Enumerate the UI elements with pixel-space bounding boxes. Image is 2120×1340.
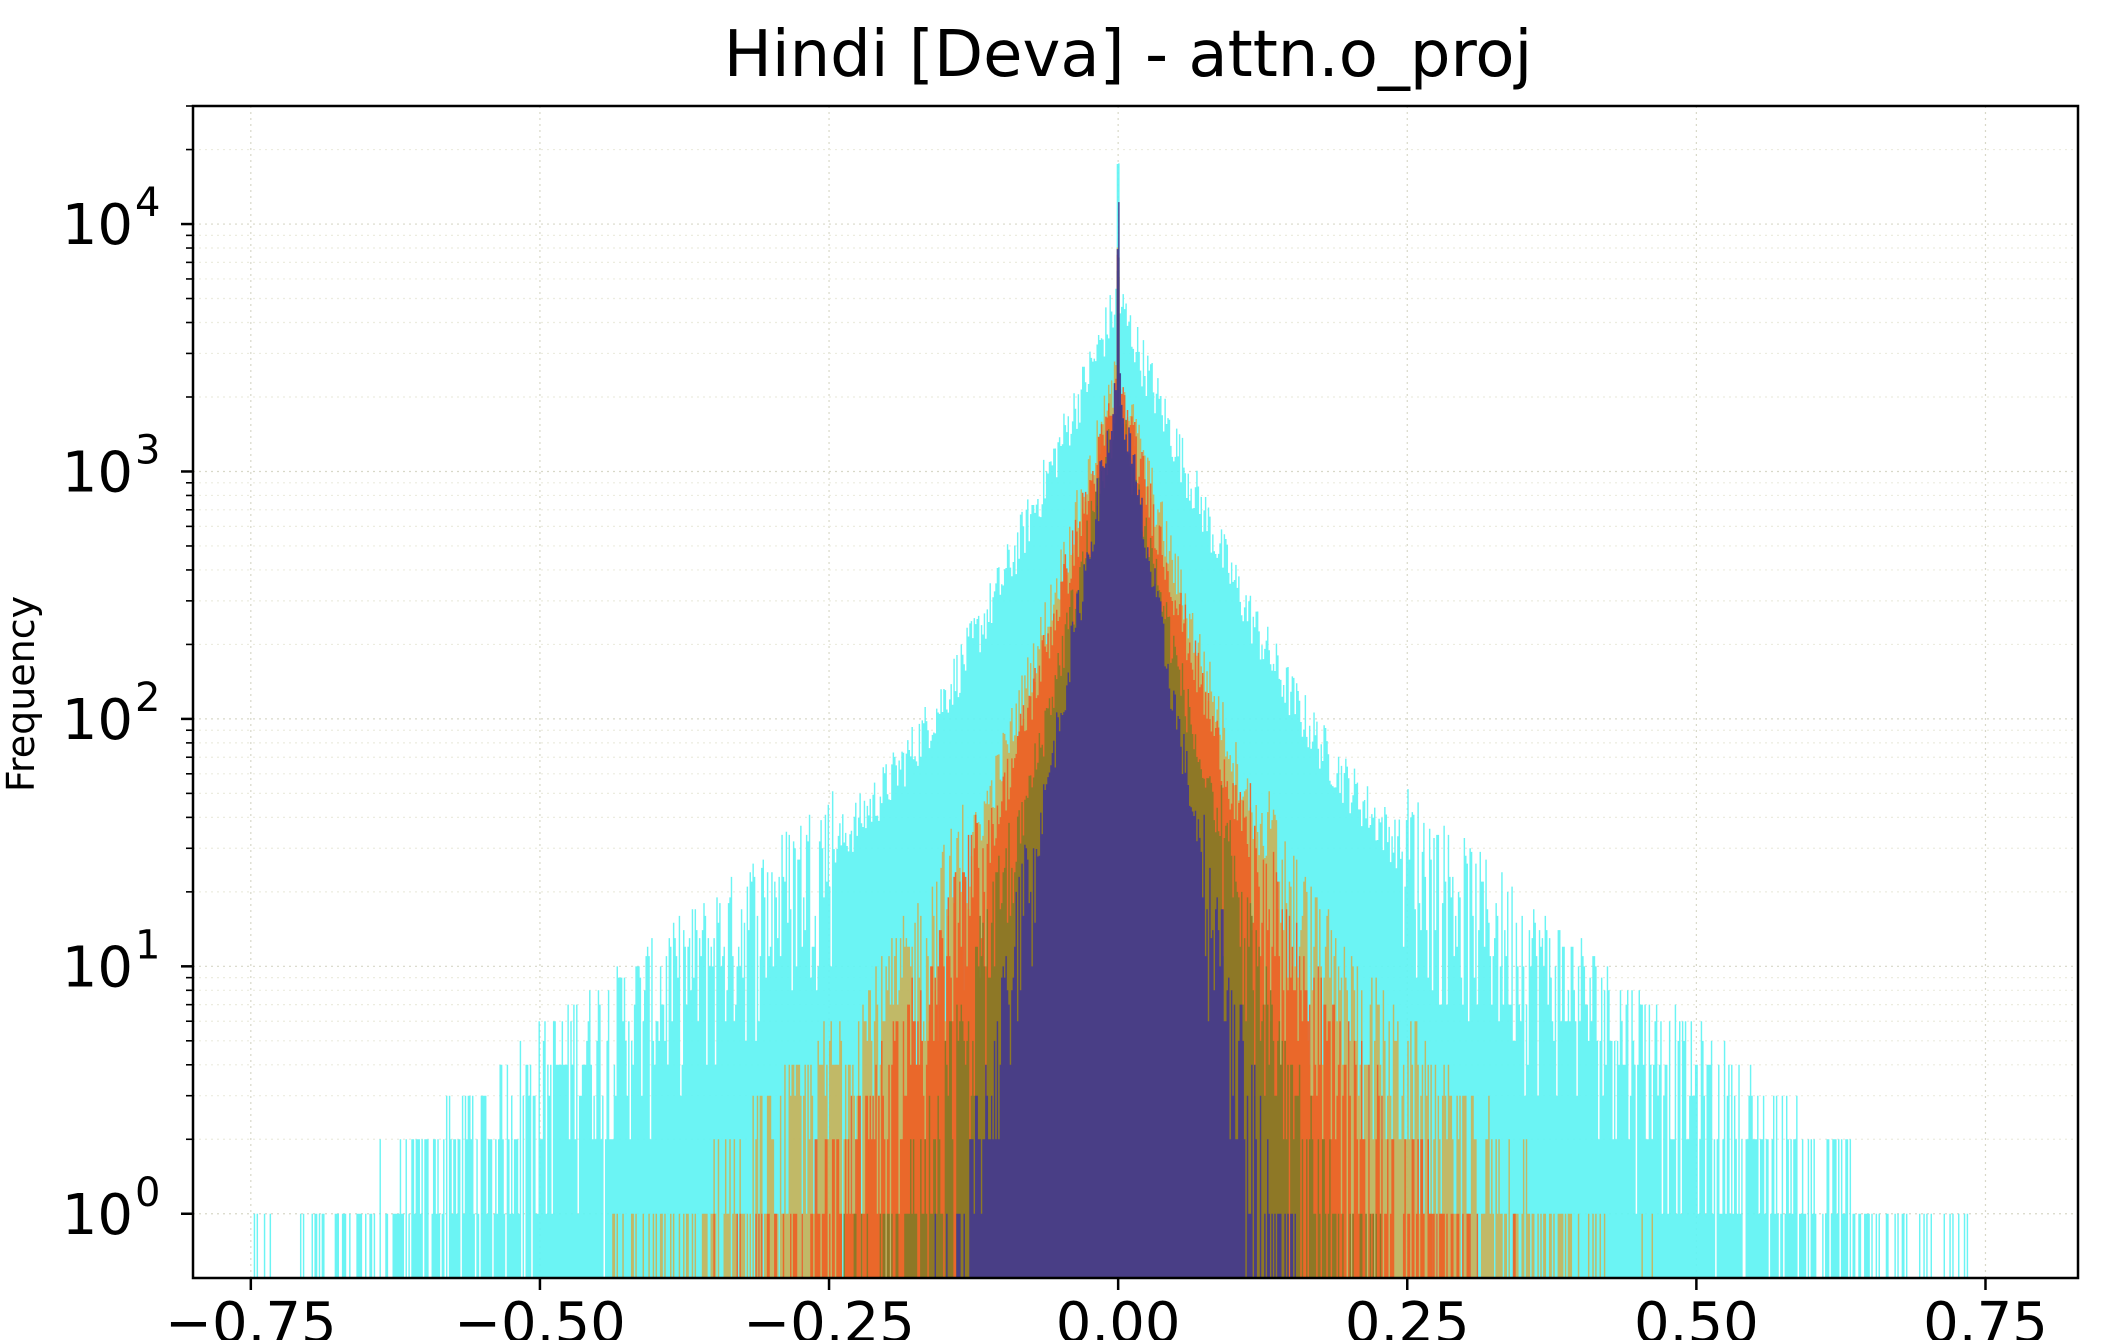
y-axis-label: Frequency — [0, 596, 43, 792]
histogram-bars — [253, 163, 1969, 1278]
x-tick-label: −0.25 — [743, 1291, 915, 1340]
x-tick-label: 0.00 — [1056, 1291, 1181, 1340]
x-tick-label: −0.50 — [454, 1291, 626, 1340]
x-axis-ticks: −0.75 −0.50 −0.25 0.00 0.25 0.50 0.75 — [165, 1278, 2048, 1340]
y-tick-exponent: 0 — [135, 1170, 160, 1216]
y-tick-label: 10 — [62, 440, 133, 505]
x-tick-label: 0.50 — [1634, 1291, 1759, 1340]
y-tick-label: 10 — [62, 688, 133, 753]
x-tick-label: 0.75 — [1923, 1291, 2048, 1340]
x-tick-label: −0.75 — [165, 1291, 337, 1340]
y-tick-exponent: 1 — [135, 922, 160, 968]
y-tick-label: 10 — [62, 193, 133, 258]
y-tick-exponent: 4 — [135, 180, 160, 226]
series-indigo-bins — [934, 202, 1296, 1278]
y-tick-label: 10 — [62, 1183, 133, 1248]
chart-title: Hindi [Deva] - attn.o_proj — [724, 18, 1533, 92]
x-tick-label: 0.25 — [1345, 1291, 1470, 1340]
plot-frame — [191, 104, 2080, 1280]
axes — [191, 104, 2080, 1280]
y-tick-exponent: 3 — [135, 427, 160, 473]
y-tick-label: 10 — [62, 935, 133, 1000]
series-indigo — [934, 202, 1296, 1278]
y-tick-exponent: 2 — [135, 675, 160, 721]
